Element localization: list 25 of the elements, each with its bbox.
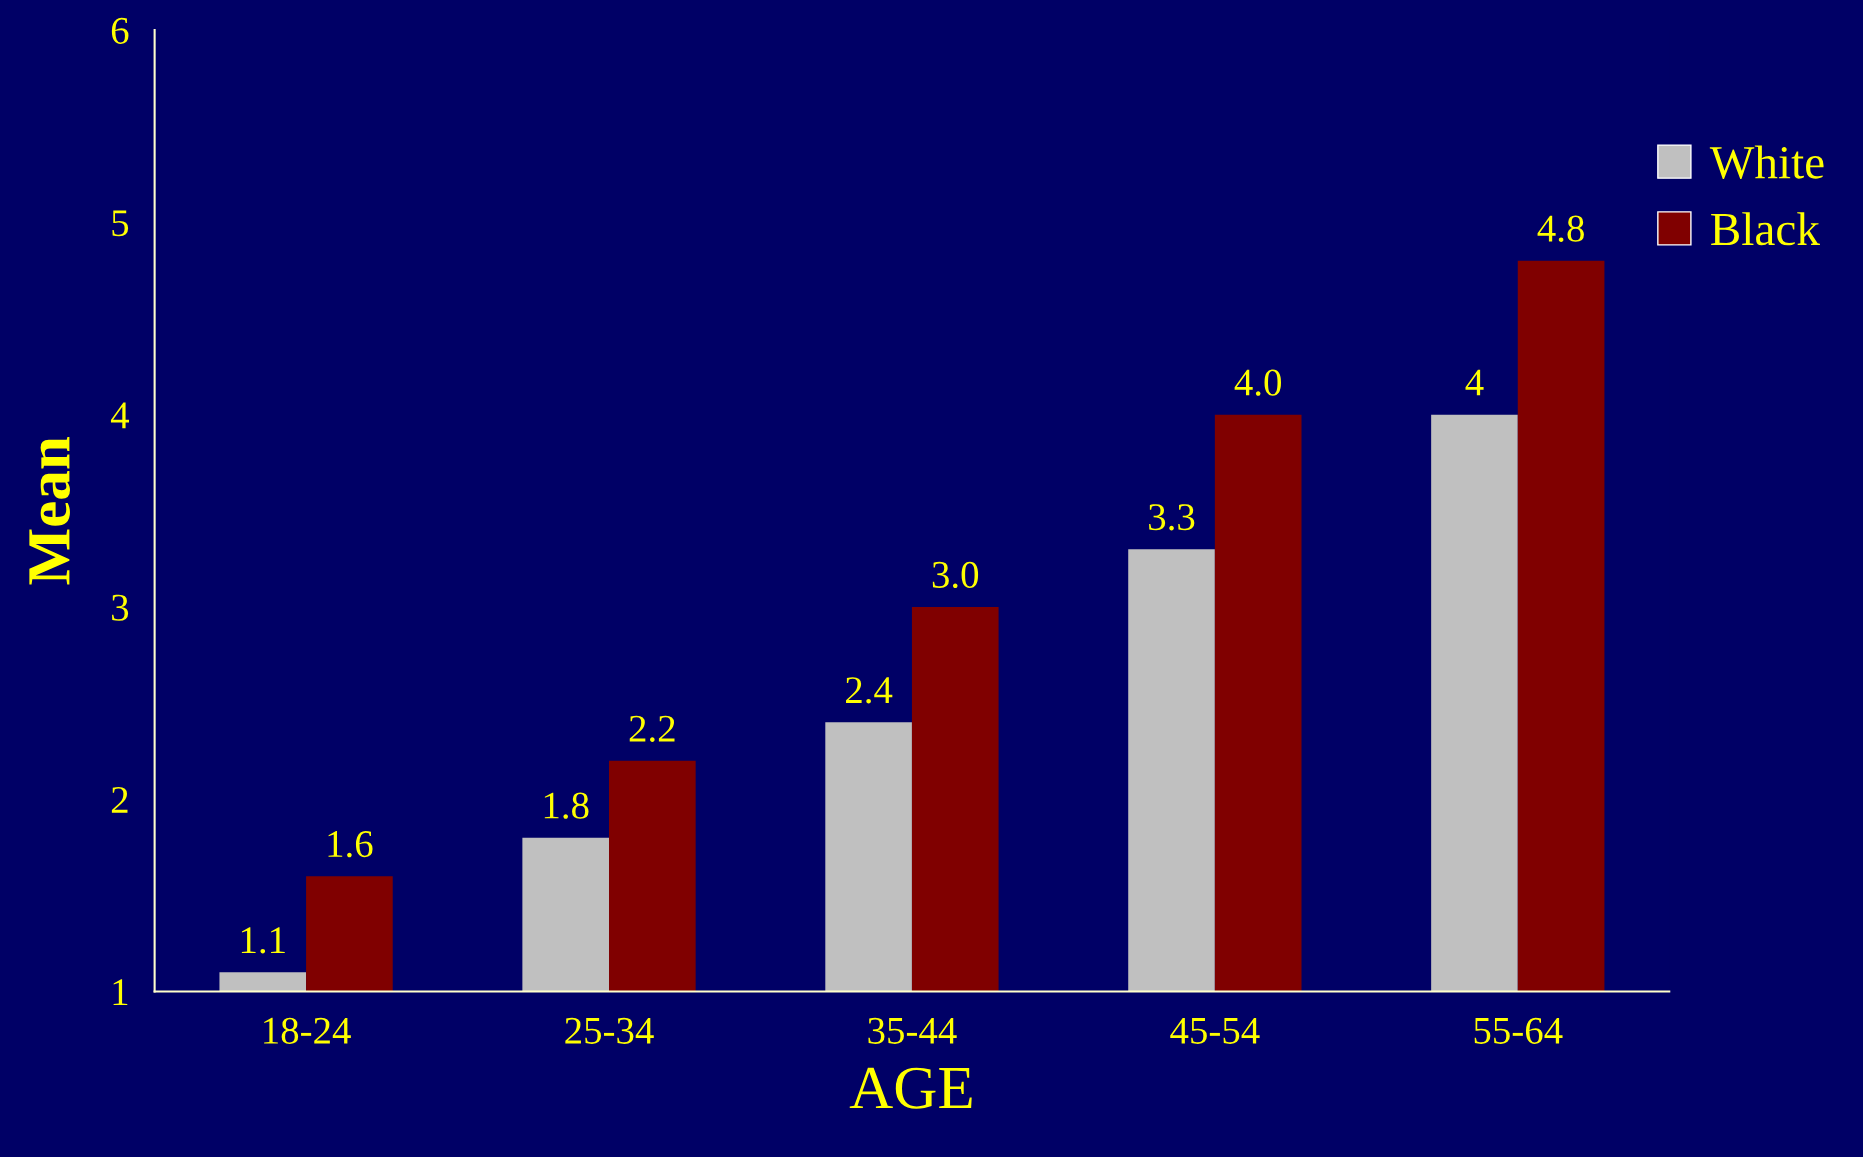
y-tick-label: 1 bbox=[113, 979, 128, 1006]
data-label: 3.3 bbox=[1149, 504, 1195, 531]
x-tick-label: 45-54 bbox=[1170, 1017, 1260, 1044]
data-label: 3.0 bbox=[932, 561, 979, 589]
x-tick-label: 55-64 bbox=[1474, 1017, 1563, 1044]
data-label: 2.2 bbox=[629, 715, 675, 742]
y-tick-label: 4 bbox=[110, 402, 130, 429]
x-tick-label: 35-44 bbox=[868, 1017, 957, 1044]
legend-label: White bbox=[1709, 145, 1824, 179]
x-tick-label: 25-34 bbox=[565, 1017, 654, 1044]
data-label: 1.1 bbox=[241, 927, 285, 954]
x-axis-title: AGE bbox=[849, 1067, 972, 1109]
data-label: 4.8 bbox=[1537, 215, 1584, 242]
y-axis-title: Mean bbox=[29, 437, 70, 585]
x-tick-label: 18-24 bbox=[264, 1017, 351, 1044]
data-label: 2.4 bbox=[846, 677, 893, 704]
data-label: 4 bbox=[1465, 369, 1484, 396]
y-tick-label: 2 bbox=[111, 787, 128, 813]
y-tick-label: 5 bbox=[112, 210, 129, 237]
data-label: 4.0 bbox=[1234, 369, 1281, 396]
y-tick-label: 6 bbox=[111, 17, 129, 44]
y-tick-label: 3 bbox=[112, 594, 129, 621]
data-label: 1.8 bbox=[544, 792, 589, 819]
data-label: 1.6 bbox=[328, 831, 373, 858]
legend-label: Black bbox=[1711, 212, 1820, 246]
